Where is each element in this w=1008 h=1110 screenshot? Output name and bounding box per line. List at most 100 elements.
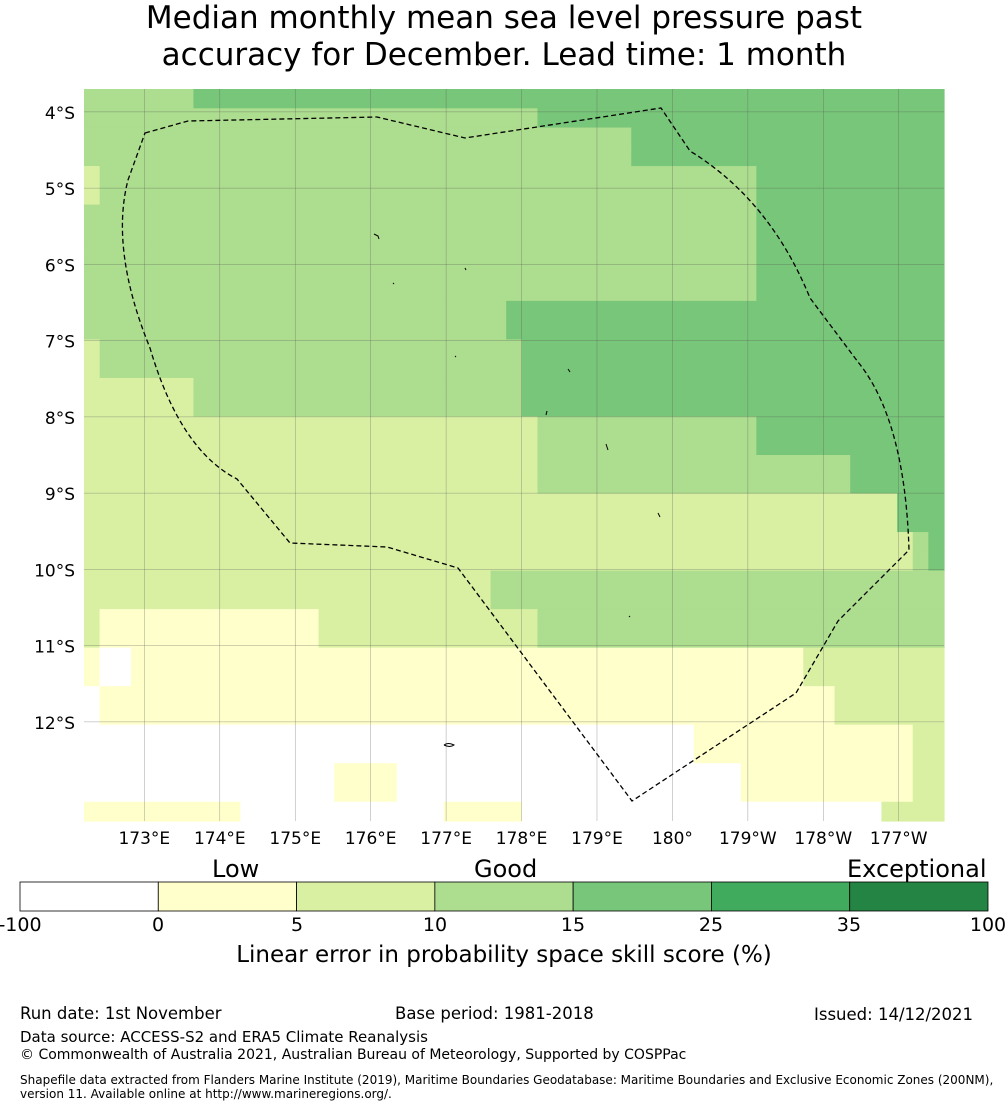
skill-cell [756, 204, 945, 225]
skill-cell [756, 243, 945, 263]
colorbar-tick: 15 [560, 914, 586, 936]
skill-cell [84, 801, 241, 822]
skill-cell [850, 474, 945, 495]
skill-cell [912, 782, 945, 803]
skill-cell [537, 609, 945, 629]
skill-cell [756, 223, 945, 244]
shapefile-credit-line1: Shapefile data extracted from Flanders M… [20, 1073, 994, 1087]
skill-cell [84, 262, 757, 283]
skill-cell [99, 609, 320, 629]
colorbar-segment [849, 881, 989, 912]
skill-grid [84, 89, 945, 822]
skill-cell [803, 666, 945, 687]
graticule [84, 89, 944, 821]
longitude-label: 179°W [719, 829, 777, 849]
chart-title-line2: accuracy for December. Lead time: 1 mont… [161, 37, 847, 73]
skill-cell [521, 397, 945, 418]
skill-cell [912, 763, 945, 784]
skill-cell [334, 763, 398, 784]
skill-cell [84, 358, 101, 379]
skill-cell [537, 474, 851, 495]
skill-cell [318, 609, 539, 629]
skill-cell [84, 743, 695, 764]
skill-cell [537, 108, 945, 129]
skill-cell [84, 474, 539, 495]
data-source: Data source: ACCESS-S2 and ERA5 Climate … [20, 1028, 428, 1046]
skill-cell [193, 377, 523, 398]
skill-cell [99, 705, 836, 726]
skill-cell [99, 628, 320, 649]
colorbar-tick: 100 [969, 914, 1007, 936]
skill-cell [99, 647, 132, 668]
skill-cell [490, 589, 945, 610]
skill-cell [537, 435, 757, 456]
legend-good-label: Good [474, 855, 538, 883]
longitude-label: 177°E [420, 829, 472, 849]
skill-cell [897, 512, 945, 533]
latitude-label: 8°S [45, 409, 75, 429]
skill-cell [521, 801, 883, 822]
skill-cell [84, 339, 101, 360]
shapefile-credit-line2: version 11. Available online at http://w… [20, 1087, 392, 1101]
issued-date: Issued: 14/12/2021 [814, 1005, 974, 1024]
skill-cell [631, 127, 945, 148]
skill-cell [881, 801, 945, 822]
legend-low-label: Low [212, 855, 260, 883]
longitude-label: 177°W [870, 829, 928, 849]
skill-cell [84, 570, 492, 591]
colorbar-segment [711, 881, 851, 912]
longitude-label: 176°E [345, 829, 397, 849]
skill-cell [912, 551, 929, 572]
skill-cell [84, 108, 539, 129]
skill-cell [99, 339, 523, 360]
skill-cell [756, 166, 945, 186]
skill-cell [537, 416, 757, 437]
colorbar-tick: 5 [290, 914, 304, 936]
skill-cell [84, 166, 101, 186]
longitude-label: 179°E [571, 829, 623, 849]
latitude-label: 9°S [45, 485, 75, 505]
eez-boundary [121, 107, 910, 802]
skill-cell [84, 243, 757, 263]
skill-cell [912, 724, 945, 745]
skill-cell [84, 185, 101, 206]
skill-cell [84, 551, 914, 572]
skill-cell [240, 801, 445, 822]
skill-cell [84, 455, 539, 475]
skill-cell [193, 397, 523, 418]
skill-cell [928, 532, 945, 552]
skill-cell [84, 281, 757, 302]
longitude-label: 178°W [794, 829, 852, 849]
skill-cell [756, 185, 945, 206]
skill-cell [334, 782, 398, 803]
skill-cell [193, 89, 945, 109]
skill-cell [490, 570, 945, 591]
skill-cell [912, 743, 945, 764]
skill-cell [99, 185, 757, 206]
colorbar-segment [157, 881, 297, 912]
skill-cell [84, 127, 632, 148]
copyright: © Commonwealth of Australia 2021, Austra… [20, 1047, 687, 1063]
latitude-label: 4°S [45, 104, 75, 124]
skill-cell [693, 724, 914, 745]
skill-cell [740, 763, 914, 784]
latitude-labels: 4°S 5°S 6°S 7°S 8°S 9°S 10°S 11°S 12°S [34, 104, 75, 734]
latitude-label: 6°S [45, 256, 75, 276]
skill-cell [396, 763, 742, 784]
colorbar-segment [434, 881, 574, 912]
skill-cell [84, 377, 195, 398]
skill-cell [84, 628, 101, 649]
skill-cell [318, 628, 539, 649]
skill-cell [756, 262, 945, 283]
skill-cell [84, 397, 195, 418]
skill-cell [506, 320, 945, 341]
skill-cell [84, 435, 539, 456]
skill-cell [84, 782, 335, 803]
skill-cell [834, 686, 945, 707]
skill-cell [84, 146, 632, 167]
base-period: Base period: 1981-2018 [395, 1004, 594, 1023]
skill-cell [99, 666, 132, 687]
skill-cell [84, 763, 335, 784]
skill-cell [756, 435, 945, 456]
